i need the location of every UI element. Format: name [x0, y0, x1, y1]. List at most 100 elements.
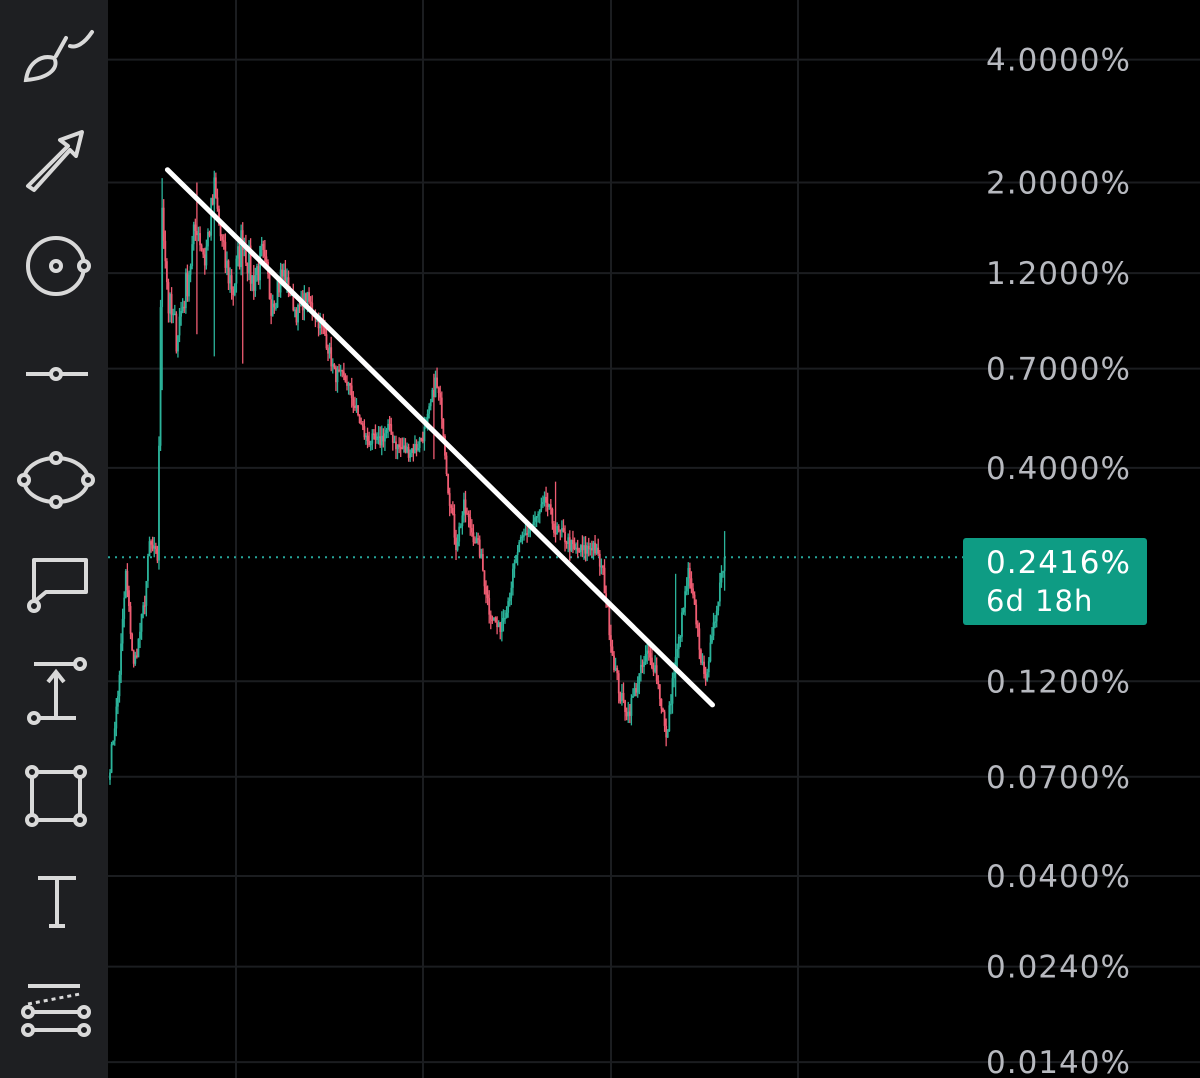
candle-250: [504, 610, 506, 624]
ellipse-tool[interactable]: [14, 440, 96, 520]
y-tick-label-2: 1.2000%: [986, 256, 1131, 292]
candle-239: [486, 585, 489, 606]
candle-237: [483, 570, 486, 595]
candle-373: [698, 622, 701, 660]
candle-372: [696, 620, 699, 637]
candle-109: [281, 263, 284, 282]
candle-19: [139, 622, 141, 649]
candle-116: [292, 283, 295, 312]
candle-216: [450, 504, 453, 514]
candle-101: [268, 269, 271, 300]
candle-157: [357, 405, 359, 417]
candle-35: [164, 230, 167, 269]
candle-230: [472, 524, 475, 546]
candle-224: [463, 492, 465, 523]
candle-213: [445, 452, 448, 477]
candle-60: [203, 247, 206, 275]
candle-191: [410, 448, 413, 458]
candle-282: [554, 481, 557, 543]
candle-38: [169, 292, 171, 323]
candle-158: [358, 414, 361, 424]
candle-310: [598, 550, 601, 576]
candle-48: [184, 268, 187, 314]
candle-59: [202, 248, 205, 259]
candle-242: [491, 615, 494, 624]
candle-337: [641, 659, 644, 674]
candle-254: [510, 581, 513, 606]
rectangle-tool[interactable]: [14, 756, 96, 836]
candle-49: [186, 264, 189, 302]
candle-145: [338, 363, 340, 373]
candle-43: [177, 335, 179, 358]
text-tool[interactable]: [14, 860, 96, 940]
candle-365: [685, 577, 688, 596]
candle-119: [297, 303, 299, 331]
candle-370: [693, 591, 696, 605]
candle-341: [647, 643, 650, 661]
candle-39: [170, 287, 173, 324]
candle-87: [246, 262, 249, 282]
candle-17: [135, 648, 138, 659]
candle-139: [328, 342, 331, 359]
candle-65: [211, 194, 214, 206]
trendline[interactable]: [164, 167, 715, 708]
candle-223: [461, 511, 464, 535]
candle-231: [474, 536, 476, 544]
candle-272: [538, 509, 541, 524]
candle-4: [115, 698, 118, 737]
candle-156: [355, 398, 358, 413]
horizontal-ray-tool[interactable]: [14, 334, 96, 414]
candle-322: [617, 670, 620, 704]
price-range-icon: [27, 657, 87, 725]
candle-58: [200, 243, 203, 252]
candle-292: [570, 539, 573, 553]
candle-92: [254, 267, 257, 297]
candle-83: [240, 224, 243, 276]
candle-154: [352, 391, 355, 413]
candle-366: [687, 562, 690, 595]
candle-104: [273, 300, 276, 314]
candle-180: [393, 435, 396, 444]
circle-tool[interactable]: [14, 226, 96, 306]
candle-274: [542, 495, 544, 508]
candle-382: [712, 612, 715, 641]
rectangle-icon: [25, 765, 87, 827]
candle-379: [707, 657, 710, 678]
candle-21: [142, 601, 145, 619]
parallel-channel-tool[interactable]: [14, 966, 96, 1046]
candle-220: [456, 534, 459, 552]
candle-367: [688, 562, 691, 589]
candle-164: [368, 431, 371, 447]
candle-320: [614, 657, 617, 672]
price-chart[interactable]: 4.0000% 2.0000% 1.2000% 0.7000% 0.4000% 0.120…: [108, 0, 1200, 1078]
candle-159: [360, 417, 363, 425]
arrow-tool[interactable]: [14, 118, 96, 198]
candle-193: [414, 435, 416, 454]
candle-345: [654, 655, 656, 674]
candle-171: [379, 426, 382, 448]
callout-tool[interactable]: [14, 538, 96, 618]
candle-198: [421, 431, 424, 444]
candle-184: [399, 438, 402, 458]
price-range-tool[interactable]: [14, 646, 96, 726]
candle-102: [270, 293, 273, 325]
candle-31: [158, 436, 160, 570]
candle-258: [516, 545, 519, 566]
candle-32: [159, 299, 162, 452]
candle-countdown: 6d 18h: [986, 584, 1094, 618]
candle-9: [123, 591, 126, 628]
candle-313: [603, 559, 606, 594]
candle-377: [704, 666, 707, 686]
candle-89: [249, 238, 252, 291]
candle-263: [524, 524, 527, 536]
candle-183: [398, 437, 401, 454]
candle-13: [129, 601, 132, 640]
candle-113: [287, 270, 290, 298]
candle-268: [532, 514, 535, 526]
candle-40: [172, 308, 175, 324]
candle-20: [140, 613, 143, 640]
brush-tool[interactable]: [14, 18, 96, 98]
candle-3: [113, 721, 116, 746]
candle-328: [627, 701, 630, 724]
candle-14: [131, 632, 134, 652]
